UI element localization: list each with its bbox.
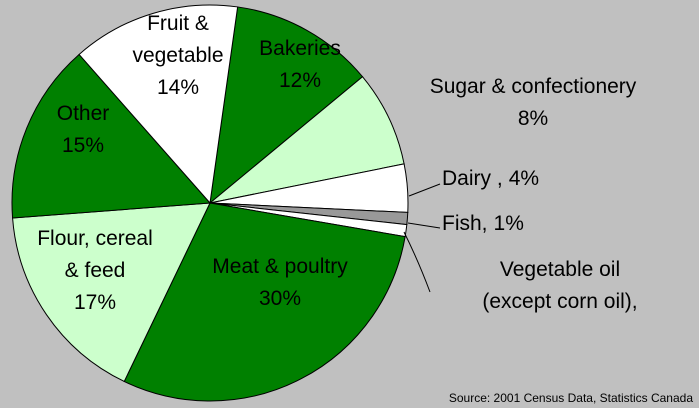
label-line: Fruit & [147, 12, 209, 35]
label-line: Sugar & confectionery [430, 75, 637, 98]
value-label: 12% [279, 69, 321, 92]
value-label: 30% [259, 287, 301, 310]
value-label: 14% [157, 76, 199, 99]
label-line: (except corn oil), [482, 290, 637, 313]
source: Source: 2001 Census Data, Statistics Can… [449, 391, 693, 405]
label-line: vegetable [132, 44, 223, 67]
slice-label: Vegetable oil(except corn oil),1% [482, 258, 699, 313]
value-label: 17% [74, 291, 116, 314]
label-line: Meat & poultry [212, 255, 348, 278]
slice [12, 202, 211, 383]
slice [78, 4, 239, 205]
value-label: 4% [509, 167, 539, 190]
value-label: 1% [494, 212, 524, 235]
slice [123, 202, 406, 402]
slice-label: Other [57, 102, 110, 125]
label-line: Bakeries [259, 37, 341, 60]
slice-label: Meat & poultry [212, 255, 348, 278]
slice [209, 6, 364, 205]
label-line: & feed [65, 259, 126, 282]
value-label: 8% [518, 107, 548, 130]
value-label: 15% [62, 134, 104, 157]
label-line: Fish, [442, 212, 488, 235]
slice-label: Dairy , 4% [442, 167, 539, 190]
leader-line [407, 222, 441, 229]
leader-line [408, 183, 441, 197]
slice [209, 76, 405, 204]
label-line: Vegetable oil [500, 258, 620, 281]
slice-label: Sugar & confectionery [430, 75, 637, 98]
label-line: Flour, cereal [37, 227, 153, 250]
label-line: Dairy , [442, 167, 503, 190]
slice-label: Fish, 1% [442, 212, 524, 235]
slice-label: Fruit & vegetable [132, 12, 223, 67]
slice-label: Flour, cereal & feed [37, 227, 153, 282]
slice [11, 53, 212, 219]
label-line: Other [57, 102, 110, 125]
slice-label: Bakeries [259, 37, 341, 60]
leader-line [403, 231, 431, 293]
